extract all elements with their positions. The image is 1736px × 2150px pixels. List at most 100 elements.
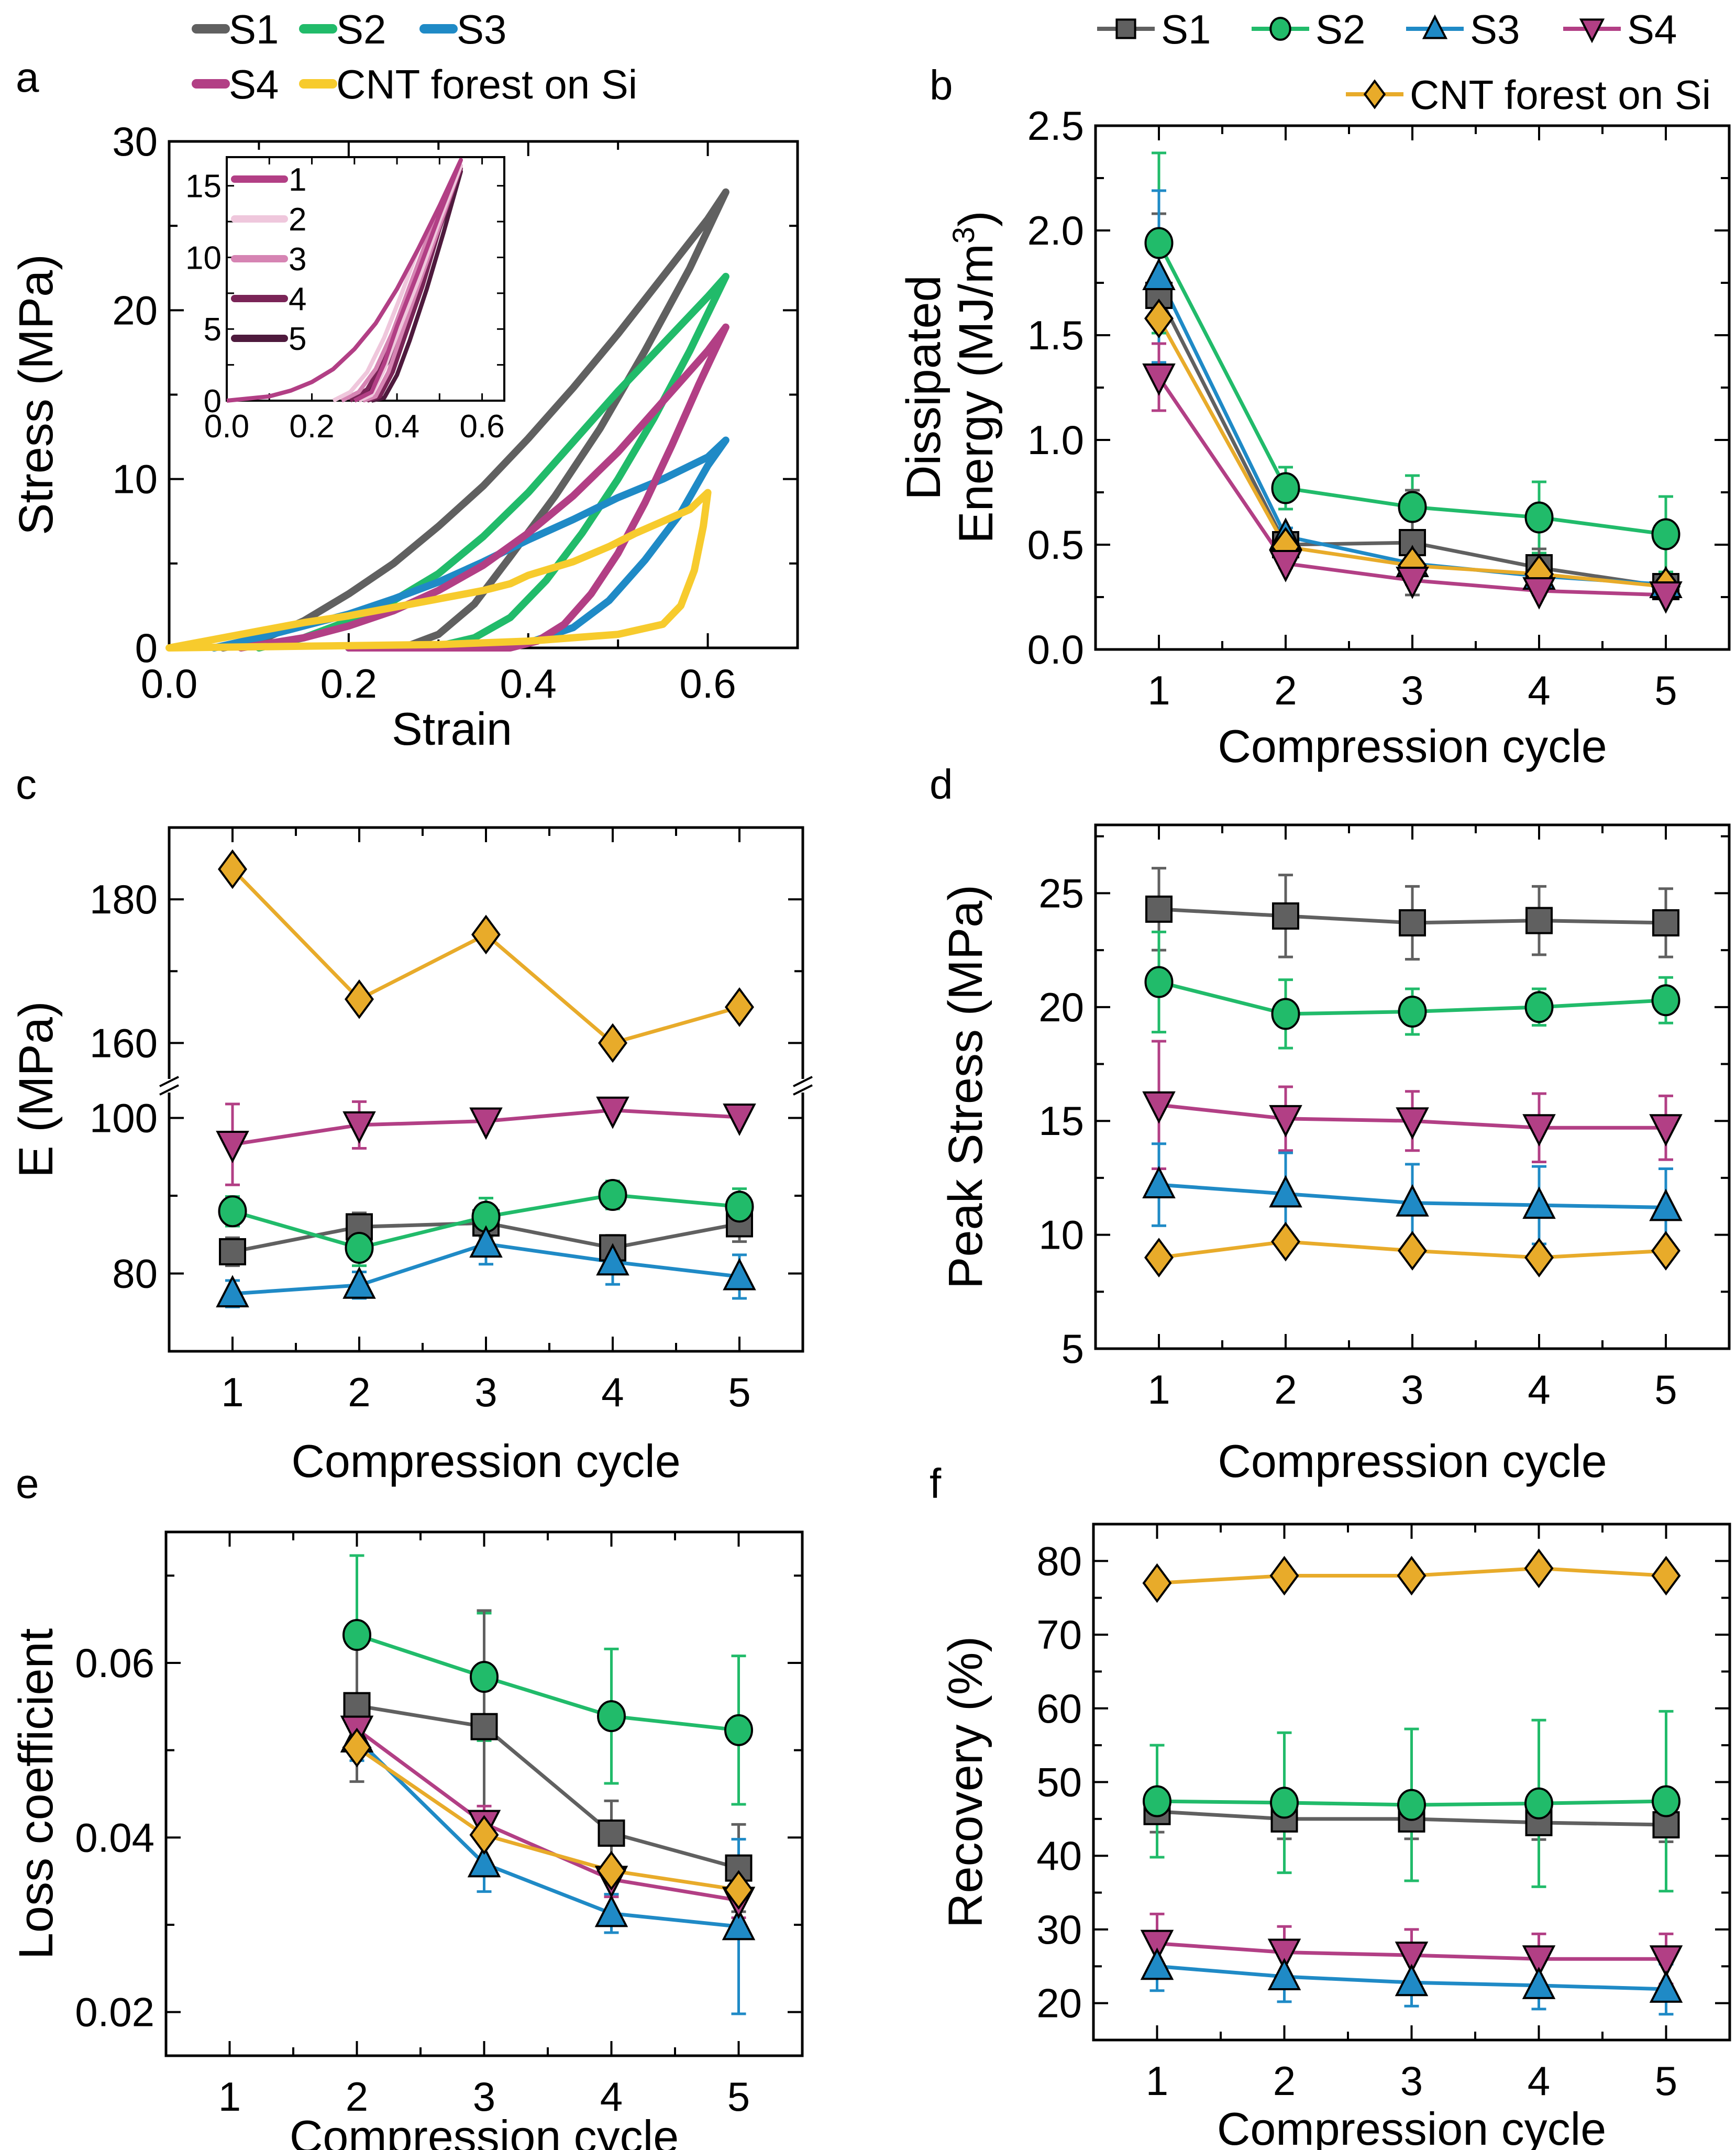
legend-marker-CNT (1363, 79, 1386, 109)
series-line-S1 (356, 1704, 485, 1729)
series-line-S1 (611, 1831, 739, 1870)
series-line-S4 (1285, 561, 1413, 582)
series-line-S4 (232, 1123, 360, 1146)
data-point-CNT (1144, 299, 1174, 338)
x-tick-label: 1 (1147, 1366, 1170, 1413)
series-line-CNT (1158, 1240, 1286, 1260)
data-point-CNT (1142, 1563, 1172, 1603)
data-point-S4 (1269, 550, 1302, 582)
data-point-S3 (596, 1243, 629, 1276)
data-point-S4 (1142, 1091, 1176, 1124)
stress-strain-curve-CNT_curve (165, 489, 712, 652)
legend-label-S2: S2 (1315, 6, 1365, 52)
data-point-CNT (218, 849, 247, 889)
x-tick-label: 1 (1146, 2058, 1168, 2104)
series-line-S2 (1285, 486, 1413, 509)
y-tick-label: 40 (1036, 1833, 1082, 1879)
inset-x-tick-label: 0.0 (204, 409, 249, 445)
data-point-S1 (1652, 909, 1679, 936)
series-line-S4 (612, 1108, 740, 1119)
inset-x-tick-label: 0.2 (289, 409, 334, 445)
legend-marker-S2 (1269, 17, 1291, 41)
data-point-S4 (1140, 1930, 1174, 1962)
y-tick-label: 70 (1036, 1612, 1082, 1658)
series-line-S3 (485, 1242, 613, 1264)
data-point-S4 (1649, 1114, 1683, 1147)
series-line-S3 (1412, 1201, 1540, 1207)
x-tick-label: 1 (1147, 667, 1170, 713)
x-tick-label: 3 (473, 2074, 495, 2120)
data-point-S2 (1397, 1789, 1426, 1821)
series-line-S4 (1157, 376, 1287, 565)
series-line-CNT (1539, 1249, 1666, 1260)
data-point-CNT (1524, 1548, 1554, 1589)
inset-y-tick-label: 5 (204, 312, 222, 348)
x-tick-label: 5 (1654, 667, 1677, 713)
series-line-S4 (1411, 1953, 1539, 1961)
series-line-S2 (1158, 980, 1286, 1016)
series-line-CNT (1285, 545, 1413, 568)
series-line-S2 (359, 1215, 486, 1250)
data-point-CNT (598, 1023, 627, 1063)
x-tick-label: 2 (1273, 2058, 1296, 2104)
x-axis-title: Compression cycle (291, 1435, 680, 1487)
series-line-CNT (356, 1746, 485, 1837)
series-line-CNT (231, 868, 361, 1001)
x-axis-title: Compression cycle (1218, 720, 1607, 772)
series-line-CNT (611, 1869, 739, 1892)
data-point-S2 (345, 1232, 374, 1264)
data-point-S1 (343, 1692, 371, 1719)
series-line-S3 (611, 1911, 739, 1928)
x-tick-label: 3 (1401, 667, 1423, 713)
legend-panel-b: S1 S2 S3 S4 CNT forest on Si (1097, 6, 1711, 118)
series-line-S2 (612, 1193, 740, 1209)
data-point-S3 (1649, 1970, 1683, 2003)
y-tick-label: 2.5 (1027, 103, 1084, 149)
data-point-S2 (1398, 491, 1427, 523)
series-line-S2 (1539, 998, 1666, 1009)
series-line-S4 (1158, 1103, 1286, 1121)
y-tick-label: 100 (90, 1095, 158, 1141)
data-point-CNT (1269, 1556, 1299, 1596)
series-line-S3 (1285, 534, 1413, 566)
y-tick-label: 5 (1061, 1326, 1084, 1372)
data-point-S1 (598, 1820, 625, 1847)
y-tick-label: 60 (1036, 1685, 1082, 1732)
series-line-S2 (611, 1714, 739, 1732)
series-line-S4 (356, 1727, 485, 1825)
x-tick-label: 2 (348, 1369, 370, 1415)
series-line-S2 (1412, 505, 1540, 520)
series-line-S2 (1539, 1799, 1666, 1805)
panel-label-b: b (930, 62, 953, 108)
data-point-S3 (1267, 1958, 1301, 1990)
legend-label-S1: S1 (229, 6, 279, 52)
data-point-CNT (724, 1870, 754, 1910)
series-line-S1 (1157, 294, 1288, 546)
series-line-S3 (1411, 1980, 1539, 1988)
x-tick-label: 5 (1655, 2058, 1677, 2104)
legend-label-CNT: CNT forest on Si (1410, 72, 1711, 118)
x-tick-label: 1 (218, 2074, 241, 2120)
data-point-S3 (1522, 1966, 1556, 1999)
data-point-S1 (1145, 895, 1173, 923)
panel-label-e: e (16, 1460, 39, 1507)
series-line-S4 (1157, 1942, 1285, 1955)
y-tick-label: 50 (1036, 1759, 1082, 1805)
y-tick-label: 10 (112, 456, 158, 502)
x-axis-title: Compression cycle (290, 2111, 679, 2150)
x-axis-title: Compression cycle (1217, 2103, 1606, 2150)
series-line-S1 (1412, 919, 1540, 925)
data-point-S3 (1396, 1184, 1429, 1217)
series-line-S4 (1412, 578, 1540, 593)
data-point-S2 (725, 1190, 754, 1223)
data-point-S2 (1398, 996, 1427, 1028)
legend-label-S3: S3 (1470, 6, 1520, 52)
data-point-S2 (1651, 984, 1680, 1017)
series-line-S3 (232, 1283, 360, 1296)
chart-panel-b: 1 2 3 4 5 Compression cycle 0.0 0.5 1.0 1.5 2.0 2.5… (897, 103, 1731, 772)
series-line-S4 (359, 1119, 486, 1127)
series-line-S2 (1285, 1010, 1413, 1016)
y-tick-label: 25 (1038, 870, 1084, 916)
data-point-S4 (1649, 1945, 1683, 1978)
x-tick-label: 0.4 (500, 660, 556, 707)
